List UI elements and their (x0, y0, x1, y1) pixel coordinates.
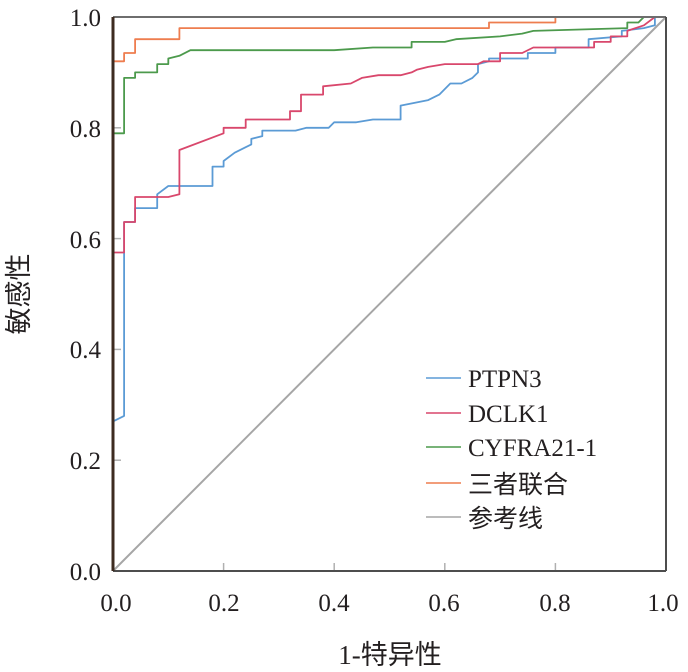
series-line-DCLK1 (112, 16, 666, 571)
x-tick-label: 0.4 (318, 590, 350, 617)
y-tick-label: 1.0 (70, 5, 101, 32)
legend-label: CYFRA21-1 (468, 435, 597, 462)
y-tick-label: 0.2 (70, 448, 101, 475)
series-line-参考线 (112, 16, 667, 572)
x-tick-label: 1.0 (647, 590, 678, 617)
y-tick-labels: 0.0 0.2 0.4 0.6 0.8 1.0 (70, 5, 102, 586)
legend-item: DCLK1 (426, 401, 549, 428)
legend-item: CYFRA21-1 (426, 435, 597, 462)
x-axis-title: 1-特异性 (338, 640, 442, 670)
series-line-三者联合 (112, 16, 666, 571)
y-tick-label: 0.8 (70, 116, 101, 143)
legend-item: 参考线 (426, 505, 543, 533)
legend: PTPN3 DCLK1 CYFRA21-1 三者联合 参考线 (426, 366, 597, 533)
legend-label: 三者联合 (468, 471, 568, 499)
series-line-PTPN3 (112, 16, 666, 571)
legend-item: 三者联合 (426, 471, 568, 499)
x-tick-label: 0.0 (100, 590, 131, 617)
x-tick-label: 0.2 (208, 590, 239, 617)
series-layer (112, 16, 667, 572)
y-tick-label: 0.0 (70, 559, 101, 586)
legend-label: 参考线 (468, 505, 543, 533)
series-line-CYFRA21-1 (112, 16, 666, 571)
legend-item: PTPN3 (426, 366, 542, 393)
y-tick-label: 0.6 (70, 227, 101, 254)
y-tick-label: 0.4 (70, 337, 102, 364)
y-axis-title: 敏感性 (4, 254, 34, 335)
legend-label: PTPN3 (468, 366, 542, 393)
x-tick-labels: 0.0 0.2 0.4 0.6 0.8 1.0 (100, 590, 678, 617)
legend-label: DCLK1 (468, 401, 549, 428)
x-tick-label: 0.8 (539, 590, 570, 617)
x-tick-label: 0.6 (428, 590, 459, 617)
